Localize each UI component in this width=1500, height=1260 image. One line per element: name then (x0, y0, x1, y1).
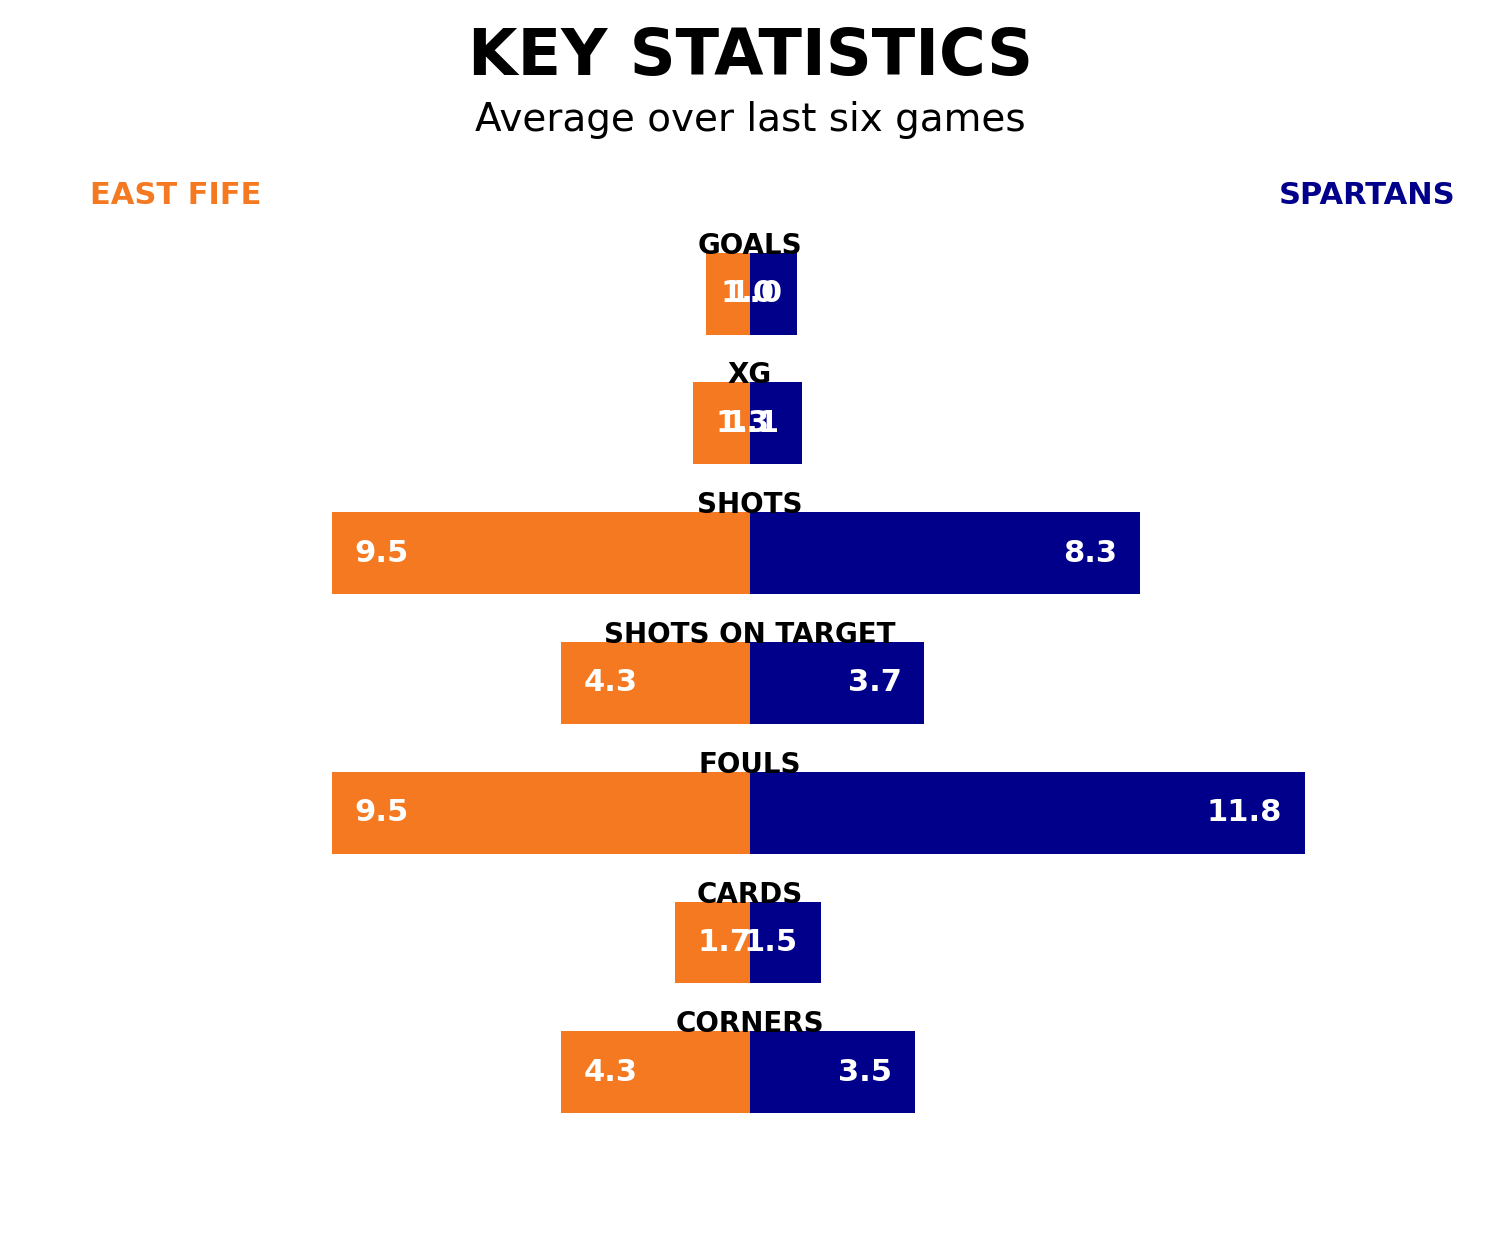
Text: CARDS: CARDS (698, 881, 802, 908)
Text: 1.5: 1.5 (744, 927, 798, 958)
Text: SPARTANS: SPARTANS (1278, 180, 1455, 210)
Text: 1.7: 1.7 (698, 927, 752, 958)
Text: 4.3: 4.3 (584, 1057, 638, 1087)
Text: 1.3: 1.3 (716, 408, 770, 438)
Text: GOALS: GOALS (698, 232, 802, 260)
Bar (706, 252, 750, 334)
Text: CORNERS: CORNERS (675, 1011, 825, 1038)
Bar (750, 1031, 915, 1114)
Bar (750, 382, 801, 464)
Text: XG: XG (728, 362, 772, 389)
Text: FOULS: FOULS (699, 751, 801, 779)
Text: 1.0: 1.0 (729, 278, 783, 309)
Bar (750, 641, 924, 723)
Text: 9.5: 9.5 (354, 798, 408, 828)
Text: 11.8: 11.8 (1206, 798, 1282, 828)
Text: 9.5: 9.5 (354, 538, 408, 568)
Bar (561, 1031, 750, 1114)
Text: SHOTS ON TARGET: SHOTS ON TARGET (604, 621, 896, 649)
Text: 4.3: 4.3 (584, 668, 638, 698)
Bar (332, 512, 750, 593)
Bar (750, 512, 1140, 593)
Bar (675, 901, 750, 983)
Text: KEY STATISTICS: KEY STATISTICS (468, 25, 1032, 88)
Bar (750, 252, 796, 334)
Bar (750, 771, 1305, 853)
Text: 1.1: 1.1 (724, 408, 778, 438)
Text: 3.7: 3.7 (847, 668, 901, 698)
Text: SHOTS: SHOTS (698, 491, 802, 519)
Bar (750, 901, 820, 983)
Text: 1.0: 1.0 (720, 278, 774, 309)
Bar (693, 382, 750, 464)
Text: EAST FIFE: EAST FIFE (90, 180, 261, 210)
Text: Average over last six games: Average over last six games (474, 101, 1026, 139)
Bar (332, 771, 750, 853)
Text: 8.3: 8.3 (1064, 538, 1118, 568)
Bar (561, 641, 750, 723)
Text: 3.5: 3.5 (839, 1057, 892, 1087)
